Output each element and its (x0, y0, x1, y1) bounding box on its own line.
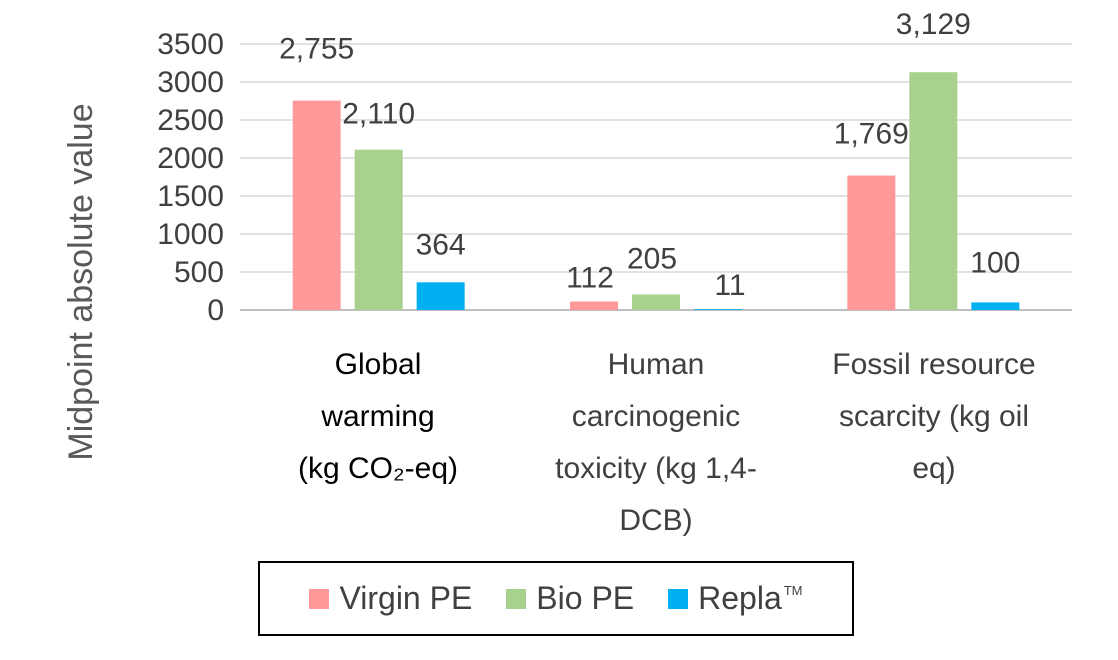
bar-repla (694, 309, 742, 310)
legend-item-bio-pe: Bio PE (506, 580, 634, 617)
bar-bio-pe (909, 72, 958, 310)
data-label-virgin-pe: 1,769 (834, 118, 909, 151)
y-tick-label: 1000 (157, 218, 224, 251)
category-label: eq) (912, 452, 955, 485)
category-label: Human (608, 348, 705, 381)
y-tick-label: 2000 (157, 142, 224, 175)
legend-swatch-bio-pe (506, 588, 527, 609)
legend-swatch-repla (668, 588, 689, 609)
y-tick-label: 500 (174, 256, 224, 289)
category-label: Fossil resource (832, 348, 1035, 381)
bar-bio-pe (354, 149, 403, 310)
legend-swatch-virgin-pe (309, 588, 330, 609)
bar-repla (971, 302, 1020, 310)
legend-label-bio-pe: Bio PE (536, 580, 635, 616)
y-tick-label: 0 (207, 294, 224, 327)
data-label-bio-pe: 3,129 (896, 8, 971, 41)
bar-virgin-pe (292, 100, 341, 311)
y-tick-label: 1500 (157, 180, 224, 213)
data-label-bio-pe: 205 (627, 242, 677, 275)
y-axis-label: Midpoint absolute value (62, 103, 100, 460)
y-tick-label: 2500 (157, 104, 224, 137)
legend-item-repla: Repla TM (668, 580, 803, 617)
bar-virgin-pe (570, 301, 618, 310)
bar-virgin-pe (847, 175, 896, 310)
data-label-repla: 100 (970, 246, 1020, 279)
data-label-virgin-pe: 2,755 (279, 33, 354, 66)
data-label-repla: 364 (416, 228, 466, 261)
y-tick-label: 3500 (157, 28, 224, 61)
category-label: Global (335, 348, 422, 381)
y-tick-label: 3000 (157, 66, 224, 99)
bars (292, 72, 1020, 311)
category-labels: Global warming (kg CO₂-eq) Human carcinogeni… (298, 348, 1036, 537)
category-label: (kg CO₂-eq) (298, 452, 458, 485)
category-label: scarcity (kg oil (839, 400, 1029, 433)
legend-label-virgin-pe: Virgin PE (339, 580, 473, 616)
category-label: toxicity (kg 1,4- (555, 452, 757, 485)
legend: Virgin PE Bio PE Repla TM (258, 561, 854, 636)
legend-label-repla: Repla (698, 580, 782, 616)
chart: Midpoint absolute value 0 500 1000 1500 2000… (62, 8, 1072, 537)
y-tick-labels: 0 500 1000 1500 2000 2500 3000 3500 (157, 28, 224, 327)
legend-item-virgin-pe: Virgin PE (309, 580, 472, 617)
data-labels: 2,755 2,110 364 112 205 11 1,769 3,129 100 (279, 8, 1020, 302)
data-label-repla: 11 (714, 269, 745, 302)
category-label: carcinogenic (572, 400, 740, 433)
data-label-bio-pe: 2,110 (342, 98, 415, 131)
bar-repla (416, 282, 465, 310)
category-label: DCB) (619, 504, 692, 537)
bar-bio-pe (632, 294, 680, 310)
category-label: warming (320, 400, 434, 433)
trademark-mark: TM (783, 583, 803, 598)
data-label-virgin-pe: 112 (566, 261, 614, 294)
